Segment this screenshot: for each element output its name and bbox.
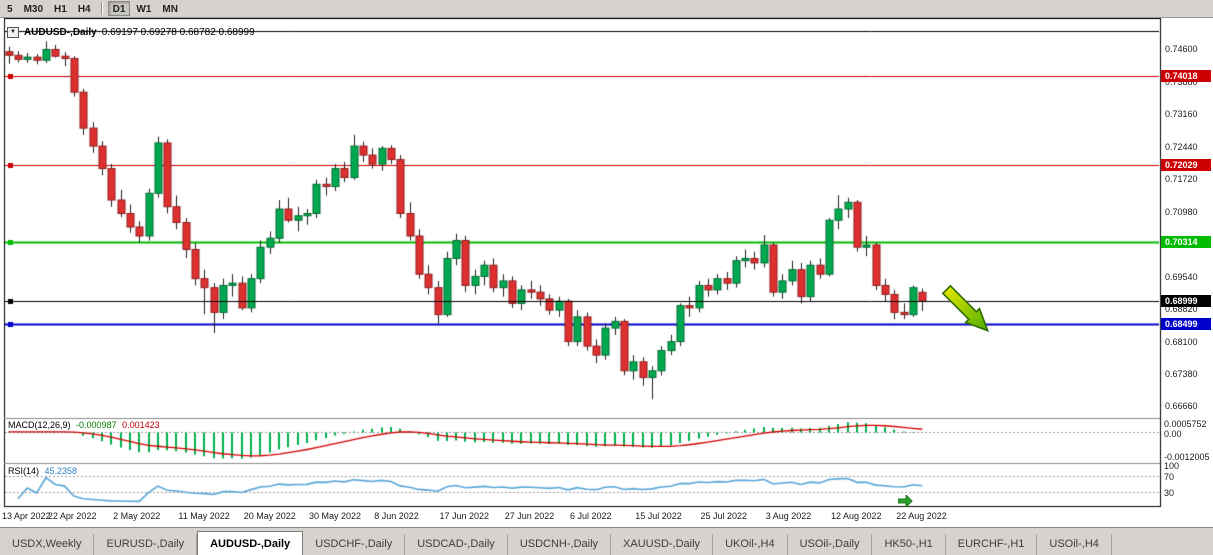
rsi-axis-label: 30 bbox=[1164, 487, 1175, 498]
price-axis-label: 0.73160 bbox=[1165, 109, 1198, 120]
timeframe-toolbar: 5 M30 H1 H4 D1 W1 MN bbox=[0, 0, 1213, 18]
price-level-badge: 0.68499 bbox=[1161, 317, 1211, 330]
timeframe-button-d1[interactable]: D1 bbox=[107, 1, 131, 16]
timeframe-button-5[interactable]: 5 bbox=[7, 4, 13, 15]
price-axis-label: 0.73880 bbox=[1165, 76, 1198, 87]
date-axis-label: 11 May 2022 bbox=[178, 511, 230, 521]
rsi-axis-label: 70 bbox=[1164, 472, 1175, 483]
chart-dropdown-icon[interactable]: ▼ bbox=[7, 27, 19, 38]
chart-canvas[interactable] bbox=[0, 18, 1213, 527]
rsi-value: 45.2358 bbox=[44, 466, 78, 476]
sell-arrow-annotation[interactable] bbox=[938, 280, 992, 336]
mini-up-arrow-annotation[interactable] bbox=[898, 495, 913, 507]
tab-usdx-weekly[interactable]: USDX,Weekly bbox=[0, 534, 95, 555]
price-axis-label: 0.72440 bbox=[1165, 141, 1198, 152]
macd-main-value: -0.000987 bbox=[76, 420, 117, 430]
chart-ohlc-values: 0.69197 0.69278 0.68782 0.68999 bbox=[101, 27, 255, 38]
date-axis-label: 22 Aug 2022 bbox=[896, 511, 947, 521]
date-axis-label: 2 May 2022 bbox=[113, 511, 161, 521]
price-axis-label: 0.68820 bbox=[1165, 304, 1198, 315]
date-axis-label: 13 Apr 2022 bbox=[2, 511, 51, 521]
timeframe-button-m30[interactable]: M30 bbox=[23, 4, 44, 15]
date-axis-label: 30 May 2022 bbox=[308, 511, 361, 521]
chart-symbol-period: AUDUSD-,Daily bbox=[23, 27, 97, 38]
date-axis-label: 8 Jun 2022 bbox=[374, 511, 419, 521]
rsi-axis-label: 100 bbox=[1164, 461, 1180, 471]
tab-usoil-daily[interactable]: USOil-,Daily bbox=[788, 534, 873, 555]
price-level-badge: 0.72029 bbox=[1161, 159, 1211, 171]
price-axis-label: 0.68100 bbox=[1165, 336, 1198, 347]
chart-tabs: USDX,Weekly EURUSD-,Daily AUDUSD-,Daily USD… bbox=[0, 527, 1213, 555]
chart-area: ▼ AUDUSD-,Daily 0.69197 0.69278 0.68782 … bbox=[0, 18, 1213, 527]
tab-hk50-h1[interactable]: HK50-,H1 bbox=[872, 534, 946, 555]
macd-name: MACD(12,26,9) bbox=[8, 420, 71, 430]
timeframe-button-h1[interactable]: H1 bbox=[54, 4, 67, 15]
timeframe-button-mn[interactable]: MN bbox=[162, 4, 178, 15]
price-level-badge: 0.74018 bbox=[1161, 69, 1211, 82]
tab-usdcad-daily[interactable]: USDCAD-,Daily bbox=[405, 534, 508, 555]
price-level-badge: 0.68999 bbox=[1161, 295, 1211, 308]
price-axis-label: 0.70980 bbox=[1165, 207, 1198, 218]
tab-usdchf-daily[interactable]: USDCHF-,Daily bbox=[303, 534, 406, 555]
price-axis-label: 0.74600 bbox=[1165, 44, 1198, 55]
date-axis-label: 22 Apr 2022 bbox=[47, 511, 97, 521]
date-axis-label: 25 Jul 2022 bbox=[700, 511, 748, 521]
date-axis-label: 3 Aug 2022 bbox=[765, 511, 812, 521]
timeframe-button-w1[interactable]: W1 bbox=[136, 4, 152, 15]
rsi-name: RSI(14) bbox=[8, 466, 40, 476]
macd-axis-label: 0.0005752 bbox=[1164, 419, 1207, 429]
date-axis-label: 6 Jul 2022 bbox=[569, 511, 612, 521]
tab-audusd-daily[interactable]: AUDUSD-,Daily bbox=[197, 531, 304, 555]
toolbar-separator bbox=[100, 2, 103, 15]
macd-axis-label: -0.0012005 bbox=[1164, 452, 1210, 462]
chart-title: ▼ AUDUSD-,Daily 0.69197 0.69278 0.68782 … bbox=[7, 27, 255, 38]
date-axis-label: 15 Jul 2022 bbox=[635, 511, 682, 521]
tab-ukoil-h4[interactable]: UKOil-,H4 bbox=[713, 534, 788, 555]
rsi-indicator-label: RSI(14) 45.2358 bbox=[8, 466, 77, 476]
date-axis-label: 20 May 2022 bbox=[243, 511, 296, 521]
tab-eurchf-h1[interactable]: EURCHF-,H1 bbox=[946, 534, 1038, 555]
macd-signal-value: 0.001423 bbox=[122, 420, 160, 430]
tab-xauusd-daily[interactable]: XAUUSD-,Daily bbox=[611, 534, 714, 555]
tab-usdcnh-daily[interactable]: USDCNH-,Daily bbox=[508, 534, 612, 555]
tab-usoil-h4[interactable]: USOil-,H4 bbox=[1037, 534, 1112, 555]
date-axis-label: 12 Aug 2022 bbox=[831, 511, 882, 521]
price-axis-label: 0.67380 bbox=[1165, 368, 1198, 379]
price-axis-label: 0.71720 bbox=[1165, 173, 1198, 184]
price-level-badge: 0.70314 bbox=[1161, 236, 1211, 249]
macd-indicator-label: MACD(12,26,9) -0.000987 0.001423 bbox=[8, 420, 160, 430]
timeframe-button-h4[interactable]: H4 bbox=[77, 4, 91, 15]
date-axis-label: 27 Jun 2022 bbox=[504, 511, 555, 521]
price-axis-label: 0.69540 bbox=[1165, 271, 1198, 282]
date-axis-label: 17 Jun 2022 bbox=[439, 511, 489, 521]
price-axis-label: 0.66660 bbox=[1165, 401, 1198, 412]
macd-axis-label: 0.00 bbox=[1164, 428, 1182, 439]
tab-eurusd-daily[interactable]: EURUSD-,Daily bbox=[94, 534, 198, 555]
